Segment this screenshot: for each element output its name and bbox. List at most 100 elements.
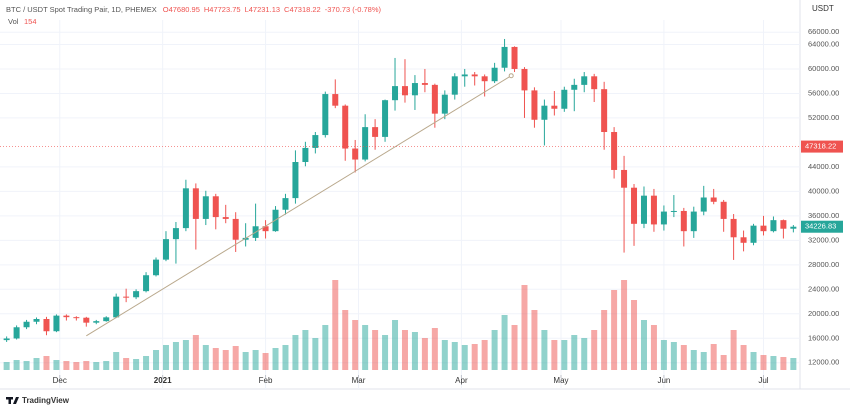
candle-body (571, 84, 578, 90)
y-tick-label: 66000.00 (808, 27, 839, 36)
volume-bar (53, 360, 60, 370)
volume-bar (770, 356, 777, 370)
candles (3, 38, 797, 342)
volume-bar (232, 346, 239, 370)
y-tick-label: 44000.00 (808, 162, 839, 171)
header-value: -370.73 (-0.78%) (325, 5, 382, 14)
candle-body (491, 67, 498, 82)
volume-bar (262, 353, 269, 370)
volume-bar (521, 285, 528, 370)
volume-bar (680, 345, 687, 370)
x-tick-label: Mar (352, 376, 366, 385)
y-tick-label: 40000.00 (808, 186, 839, 195)
candle-body (401, 86, 408, 96)
candle-body (143, 275, 150, 292)
candle-body (591, 76, 598, 90)
volume-bar (292, 335, 299, 370)
candle-body (3, 338, 10, 341)
candle-body (670, 210, 677, 212)
candle-body (551, 105, 558, 109)
price-label: 47318.22 (805, 142, 836, 151)
x-tick-label: May (553, 376, 568, 385)
candle-body (232, 218, 239, 240)
candle-body (740, 237, 747, 243)
volume-value: 154 (24, 17, 37, 26)
volume-bar (312, 338, 319, 370)
volume-bar (501, 315, 508, 370)
logo-part (13, 397, 19, 404)
header-value: O47680.95 (163, 5, 200, 14)
y-tick-label: 16000.00 (808, 333, 839, 342)
candle-body (710, 197, 717, 202)
volume-bar (790, 358, 797, 370)
y-tick-label: 12000.00 (808, 358, 839, 367)
brand-logo (6, 397, 19, 404)
volume-bar (640, 320, 647, 370)
candle-body (212, 196, 219, 218)
candle-body (581, 76, 588, 85)
volume-bar (143, 356, 150, 370)
volume-bar (591, 330, 598, 370)
volume-bar (481, 340, 488, 370)
volume-bar (342, 310, 349, 370)
candle-body (282, 198, 289, 210)
volume-bar (222, 350, 229, 370)
candle-body (780, 220, 787, 229)
volume-bar (63, 361, 70, 370)
candle-body (461, 74, 468, 77)
candle-body (421, 83, 428, 85)
candle-body (631, 187, 638, 224)
candle-body (83, 317, 90, 323)
volume-bars (3, 280, 797, 370)
candle-body (382, 100, 389, 137)
volume-bar (162, 345, 169, 370)
candle-body (133, 291, 140, 298)
volume-bar (43, 356, 50, 370)
candle-body (222, 217, 229, 219)
volume-bar (700, 352, 707, 370)
candle-body (481, 76, 488, 82)
candle-body (312, 135, 319, 148)
volume-bar (471, 344, 478, 370)
volume-bar (421, 338, 428, 370)
candle-body (531, 90, 538, 120)
header-value: H47723.75 (204, 5, 241, 14)
y-tick-label: 60000.00 (808, 64, 839, 73)
brand: TradingView (22, 396, 70, 405)
candle-body (302, 147, 309, 162)
volume-bar (491, 330, 498, 370)
candle-body (292, 162, 299, 199)
price-label-box (801, 140, 843, 153)
volume-bar (113, 352, 120, 370)
candle-body (53, 315, 60, 332)
volume-bar (431, 328, 438, 370)
x-tick-label: Feb (259, 376, 273, 385)
volume-bar (581, 338, 588, 370)
volume-bar (23, 361, 30, 370)
volume-bar (212, 348, 219, 370)
candle-body (561, 89, 568, 109)
volume-bar (571, 335, 578, 370)
volume-bar (611, 290, 618, 370)
volume-bar (531, 310, 538, 370)
candle-body (650, 195, 657, 225)
volume-bar (172, 342, 179, 370)
candle-body (182, 188, 189, 229)
candle-body (471, 74, 478, 77)
volume-bar (601, 310, 608, 370)
volume-bar (750, 352, 757, 370)
candle-body (790, 226, 797, 229)
candle-body (103, 317, 110, 322)
candle-body (332, 94, 339, 106)
y-tick-label: 20000.00 (808, 309, 839, 318)
volume-bar (322, 325, 329, 370)
y-tick-label: 64000.00 (808, 39, 839, 48)
volume-bar (3, 362, 10, 370)
candle-body (93, 321, 100, 323)
candle-body (123, 296, 130, 298)
volume-bar (352, 320, 359, 370)
volume-bar (202, 345, 209, 370)
volume-bar (621, 280, 628, 370)
volume-bar (123, 358, 130, 370)
